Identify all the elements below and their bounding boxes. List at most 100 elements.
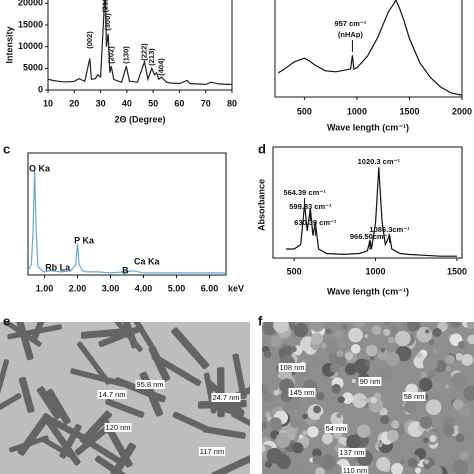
x-tick-label: 2.00 bbox=[69, 283, 87, 293]
nanorod bbox=[232, 353, 247, 400]
grain bbox=[383, 328, 391, 336]
grain bbox=[445, 354, 455, 365]
label-bg bbox=[288, 387, 316, 397]
size-label: 145 nm bbox=[289, 388, 314, 397]
grain bbox=[264, 460, 272, 468]
grain bbox=[383, 322, 391, 326]
grain bbox=[310, 332, 324, 345]
grain bbox=[292, 442, 304, 454]
grain bbox=[316, 392, 325, 401]
size-label: 14.7 nm bbox=[98, 390, 125, 399]
element-label: O Ka bbox=[29, 163, 51, 173]
element-label: Ca Ka bbox=[134, 256, 161, 266]
nanorod bbox=[36, 386, 62, 420]
nanorod bbox=[151, 353, 202, 387]
nanorod bbox=[205, 401, 245, 417]
grain bbox=[360, 397, 366, 403]
grain bbox=[365, 344, 378, 357]
data-line bbox=[277, 0, 462, 96]
grain bbox=[391, 420, 400, 429]
grain bbox=[312, 455, 322, 465]
nanorod bbox=[202, 426, 246, 439]
grain bbox=[429, 435, 437, 443]
grain bbox=[320, 454, 336, 470]
grain bbox=[315, 467, 325, 474]
grain bbox=[377, 441, 383, 448]
nanorod bbox=[127, 322, 154, 348]
data-line bbox=[286, 167, 457, 257]
plot-frame bbox=[27, 152, 227, 276]
grain bbox=[395, 345, 412, 362]
grain bbox=[400, 459, 406, 465]
y-tick-label: 15000 bbox=[18, 19, 43, 29]
grain bbox=[430, 380, 443, 392]
x-tick-label: 6.00 bbox=[201, 283, 219, 293]
grain bbox=[270, 335, 282, 347]
grain bbox=[265, 411, 271, 418]
y-tick-label: 20000 bbox=[18, 0, 43, 8]
x-axis-label: Wave length (cm⁻¹) bbox=[327, 286, 409, 296]
grain bbox=[416, 352, 423, 359]
peak-label: (002) bbox=[85, 31, 94, 49]
grain bbox=[356, 424, 371, 438]
grain bbox=[290, 419, 299, 428]
grain bbox=[262, 421, 268, 429]
nanorod bbox=[211, 452, 250, 474]
x-tick-label: 70 bbox=[201, 98, 211, 108]
x-tick-label: 20 bbox=[69, 98, 79, 108]
annotation: 966.50cm⁻¹ bbox=[350, 232, 391, 241]
grain bbox=[370, 356, 375, 361]
size-label: 24.7 nm bbox=[212, 393, 239, 402]
grain bbox=[293, 322, 309, 338]
nanorod bbox=[42, 413, 86, 441]
grain bbox=[432, 327, 442, 337]
grain bbox=[442, 424, 455, 437]
nanorod bbox=[80, 328, 129, 339]
grain bbox=[350, 344, 361, 354]
y-tick-label: 5000 bbox=[23, 63, 43, 73]
grain bbox=[425, 329, 430, 334]
grain bbox=[302, 413, 308, 419]
size-label: 110 nm bbox=[343, 466, 367, 474]
grain bbox=[459, 451, 469, 461]
annotation: 599.83 cm⁻¹ bbox=[289, 202, 332, 211]
annotation: 630.39 cm⁻¹ bbox=[294, 218, 337, 227]
grain bbox=[428, 339, 435, 346]
nanorod bbox=[0, 359, 9, 403]
x-axis-label: Wave length (cm⁻¹) bbox=[327, 122, 409, 132]
grain bbox=[331, 383, 341, 394]
grain bbox=[457, 341, 466, 349]
panel-letter: c bbox=[3, 141, 10, 156]
label-bg bbox=[135, 379, 165, 389]
nanorod bbox=[0, 393, 22, 424]
x-tick-label: 40 bbox=[122, 98, 132, 108]
grain bbox=[446, 366, 452, 372]
nanorod bbox=[18, 376, 35, 413]
grain bbox=[298, 434, 304, 439]
grain bbox=[404, 400, 417, 414]
grain bbox=[310, 322, 325, 332]
nanorod bbox=[46, 388, 71, 425]
annotation: 1020.3 cm⁻¹ bbox=[358, 157, 401, 166]
grain bbox=[337, 396, 345, 404]
grain bbox=[432, 349, 438, 354]
peak-label: (211) bbox=[100, 0, 109, 13]
nanorod bbox=[171, 327, 210, 370]
peak-label: (222) bbox=[139, 43, 148, 61]
grain bbox=[262, 445, 266, 452]
grain bbox=[386, 352, 400, 366]
label-bg bbox=[211, 392, 241, 402]
grain bbox=[422, 355, 438, 371]
label-bg bbox=[402, 391, 426, 401]
data-line bbox=[48, 0, 232, 86]
grain bbox=[424, 459, 430, 465]
y-tick-label: 10000 bbox=[18, 41, 43, 51]
annotation: 564.39 cm⁻¹ bbox=[283, 188, 326, 197]
grain bbox=[291, 467, 302, 474]
grain bbox=[461, 353, 474, 366]
grain bbox=[312, 356, 317, 362]
grain bbox=[336, 412, 342, 418]
grain bbox=[426, 369, 436, 379]
